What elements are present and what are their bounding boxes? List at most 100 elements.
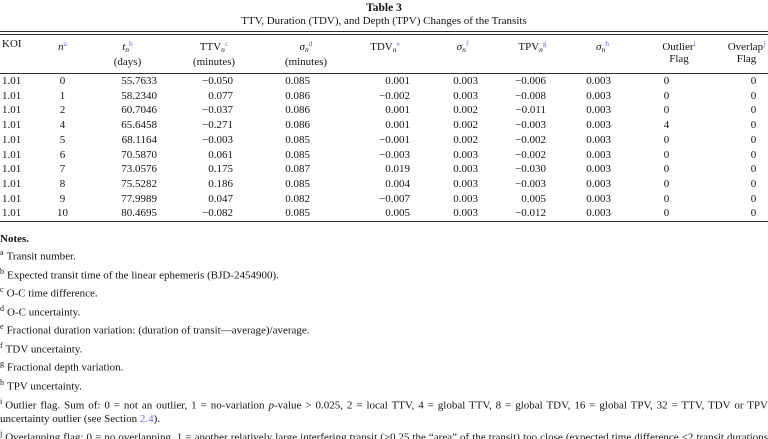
footnote-ref[interactable]: h bbox=[605, 39, 609, 48]
col-unit: (days) bbox=[113, 56, 142, 68]
table-cell: 0 bbox=[663, 148, 670, 161]
note-a: a Transit number. bbox=[0, 246, 768, 265]
table-cell: −0.003 bbox=[515, 119, 546, 132]
col-sigma-f: σnf bbox=[430, 35, 495, 74]
table-cell: 0 bbox=[663, 192, 670, 205]
table-cell: 58.2340 bbox=[121, 89, 157, 102]
col-label: TPV bbox=[518, 41, 540, 53]
table-cell: 1.01 bbox=[2, 163, 22, 176]
table-cell: 0 bbox=[750, 75, 757, 87]
col-label: σ bbox=[596, 41, 602, 53]
col-label: t bbox=[122, 41, 126, 53]
table-cell: −0.002 bbox=[515, 148, 546, 161]
table-cell: 60.7046 bbox=[121, 104, 157, 117]
note-letter: d bbox=[0, 303, 4, 313]
notes-section: Notes. a Transit number. b Expected transi… bbox=[0, 232, 768, 439]
table-cell: 77.9989 bbox=[121, 192, 157, 205]
table-cell: 0.086 bbox=[285, 89, 310, 102]
table-cell: 0 bbox=[663, 207, 670, 220]
table-cell: 0.085 bbox=[285, 207, 310, 220]
table-cell: −0.002 bbox=[379, 89, 410, 102]
note-text: Fractional duration variation: (duration… bbox=[6, 324, 310, 337]
table-cell: −0.003 bbox=[379, 148, 410, 161]
table-cell: 68.1164 bbox=[121, 133, 157, 146]
footnote-ref[interactable]: j bbox=[763, 39, 766, 48]
data-table: KOI na tnb (days) TTVnc (minutes) σnd (m… bbox=[0, 35, 768, 222]
table-cell: 1 bbox=[59, 89, 66, 102]
footnote-ref[interactable]: b bbox=[129, 39, 133, 48]
table-cell: 0 bbox=[750, 148, 757, 161]
header-row: KOI na tnb (days) TTVnc (minutes) σnd (m… bbox=[0, 35, 768, 74]
table-cell: 0.003 bbox=[453, 177, 478, 190]
table-cell: 0.175 bbox=[208, 163, 233, 176]
table-number: Table 3 bbox=[366, 2, 402, 14]
table-cell: 10 bbox=[57, 207, 68, 220]
note-text: Expected transit time of the linear ephe… bbox=[7, 269, 279, 282]
table-cell: 5 bbox=[59, 133, 66, 146]
table-cell: 0.086 bbox=[285, 104, 310, 117]
table-cell: 0.003 bbox=[453, 207, 478, 220]
note-text: Overlapping flag: 0 = no overlapping, 1 … bbox=[5, 431, 768, 439]
table-cell: 0 bbox=[750, 133, 757, 146]
table-cell: 0 bbox=[750, 104, 757, 117]
col-label: Overlap bbox=[727, 41, 764, 53]
col-subscript: n bbox=[601, 45, 606, 54]
table-cell: 0 bbox=[750, 177, 757, 190]
table-cell: 0.085 bbox=[285, 177, 310, 190]
footnote-ref[interactable]: e bbox=[396, 39, 400, 48]
table-cell: 0 bbox=[750, 163, 757, 176]
note-letter: a bbox=[0, 248, 4, 258]
note-letter: g bbox=[0, 359, 4, 369]
table-cell: 0 bbox=[750, 192, 757, 205]
col-label: Outlier bbox=[662, 41, 694, 53]
col-overlap-flag: Overlapj Flag bbox=[715, 35, 768, 74]
footnote-ref[interactable]: g bbox=[542, 39, 547, 48]
col-unit: (minutes) bbox=[192, 56, 236, 68]
footnote-ref[interactable]: d bbox=[308, 39, 313, 48]
table-cell: 0.186 bbox=[208, 177, 233, 190]
col-tpv: TPVng bbox=[495, 35, 570, 74]
table-cell: 0 bbox=[663, 133, 670, 146]
footnote-ref[interactable]: a bbox=[63, 39, 67, 48]
col-subscript: n bbox=[304, 45, 309, 54]
footnote-ref[interactable]: c bbox=[224, 39, 229, 48]
table-cell: 0.003 bbox=[586, 89, 611, 102]
table-cell: 1.01 bbox=[2, 133, 22, 146]
col-label: n bbox=[58, 41, 64, 53]
table-cell: 1.01 bbox=[2, 207, 22, 220]
table-cell: 0.001 bbox=[385, 75, 410, 87]
note-letter: i bbox=[0, 396, 3, 406]
note-text: Fractional depth variation. bbox=[7, 362, 124, 375]
table-cell: 0.019 bbox=[385, 163, 410, 176]
note-letter: e bbox=[0, 322, 4, 332]
table-cell: 0.003 bbox=[586, 163, 611, 176]
col-sigma-d: σnd (minutes) bbox=[258, 35, 340, 74]
note-text: -value > 0.025, 2 = local TTV, 4 = globa… bbox=[0, 399, 768, 426]
note-text: TDV uncertainty. bbox=[5, 343, 83, 356]
table-cell: 0 bbox=[663, 75, 670, 87]
table-cell: −0.082 bbox=[202, 207, 233, 220]
footnote-ref[interactable]: f bbox=[465, 39, 469, 48]
table-cell: 2 bbox=[59, 104, 66, 117]
table-cell: 0 bbox=[59, 75, 66, 87]
table-cell: 0.003 bbox=[453, 192, 478, 205]
table-cell: 1.01 bbox=[2, 104, 22, 117]
table-cell: 0.087 bbox=[285, 163, 310, 176]
table-cell: 73.0576 bbox=[121, 163, 157, 176]
table-row: 1.01 4 65.6458 −0.271 0.086 0.001 0.002 −0.003 0… bbox=[0, 118, 768, 133]
col-label: TDV bbox=[370, 41, 393, 53]
col-subscript: n bbox=[462, 45, 466, 54]
footnote-ref[interactable]: i bbox=[693, 39, 696, 48]
table-row: 1.01 7 73.0576 0.175 0.087 0.019 0.003 −0.030 0.… bbox=[0, 162, 768, 177]
table-row: 1.01 10 80.4695 −0.082 0.085 0.005 0.003 −0.012… bbox=[0, 206, 768, 221]
col-unit: Flag bbox=[669, 53, 689, 65]
table-cell: 1.01 bbox=[2, 177, 22, 190]
table-header: KOI na tnb (days) TTVnc (minutes) σnd (m… bbox=[0, 35, 768, 74]
table-cell: 0.002 bbox=[453, 133, 478, 146]
table-cell: −0.030 bbox=[515, 163, 546, 176]
section-link[interactable]: 2.4 bbox=[139, 413, 154, 426]
table-cell: 0 bbox=[750, 119, 757, 132]
table-cell: 0.002 bbox=[453, 119, 478, 132]
note-letter: c bbox=[0, 285, 4, 295]
table-cell: 80.4695 bbox=[121, 207, 157, 220]
